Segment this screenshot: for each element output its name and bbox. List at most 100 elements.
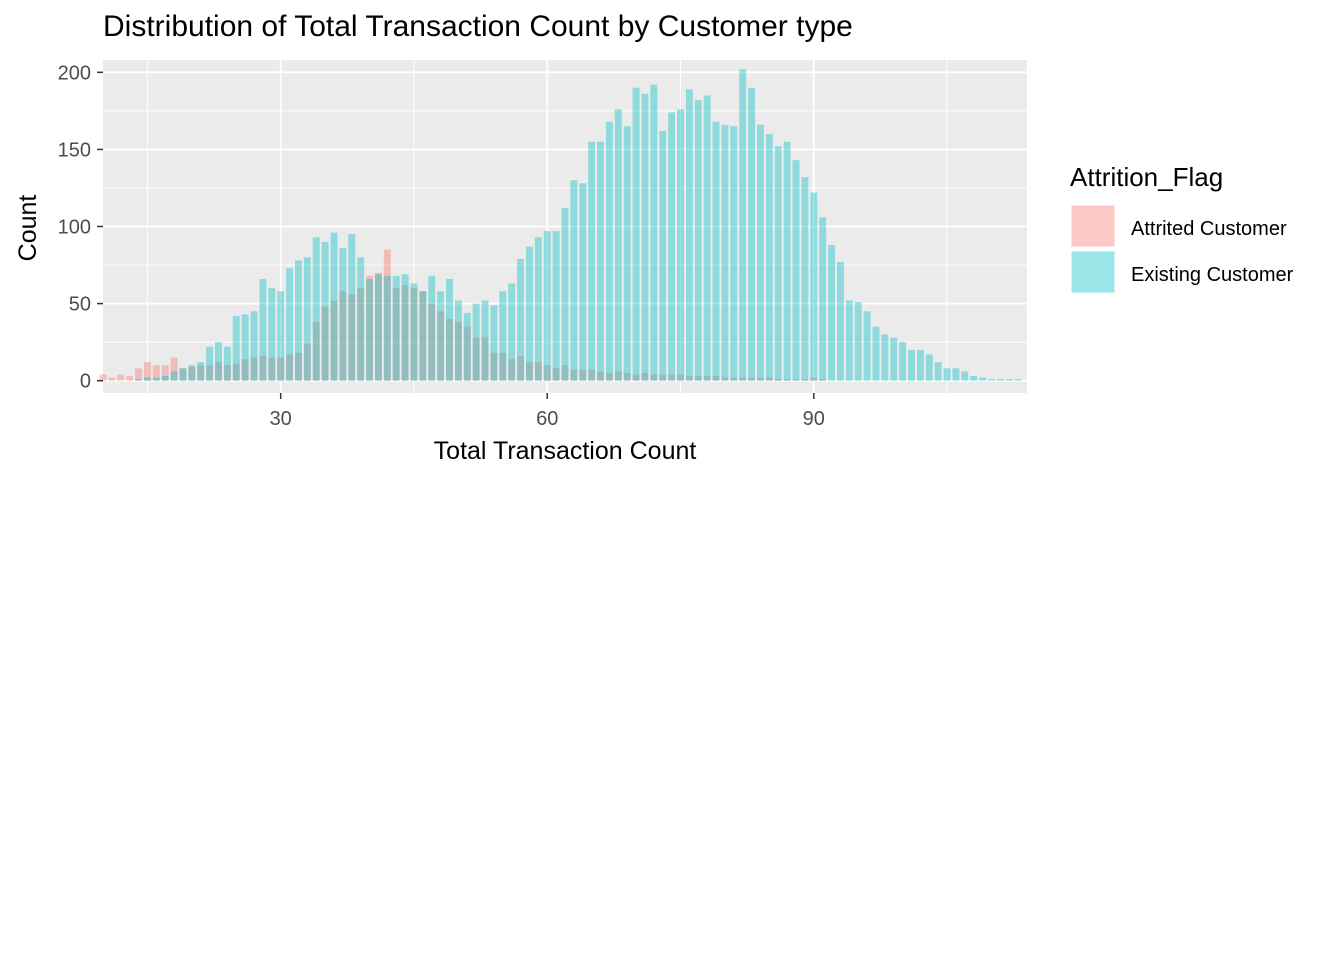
bar-existing	[463, 312, 471, 381]
bar-existing	[685, 89, 693, 381]
bar-attrited	[810, 377, 818, 381]
y-tick-label: 150	[58, 139, 91, 161]
bar-attrited	[801, 379, 809, 381]
bar-attrited	[135, 368, 143, 381]
bar-existing	[605, 121, 613, 381]
bar-existing	[419, 291, 427, 381]
bar-attrited	[765, 377, 773, 381]
bar-attrited	[605, 372, 613, 381]
y-axis-title: Count	[14, 195, 42, 262]
bar-existing	[792, 160, 800, 381]
bar-attrited	[197, 365, 205, 381]
bar-existing	[890, 337, 898, 381]
bar-attrited	[534, 362, 542, 381]
bar-attrited	[490, 352, 498, 381]
bar-existing	[268, 288, 276, 381]
bar-existing	[934, 362, 942, 381]
bar-attrited	[463, 326, 471, 381]
x-tick-label: 90	[803, 408, 825, 430]
bar-attrited	[721, 377, 729, 381]
bar-attrited	[668, 374, 676, 381]
bar-attrited	[525, 362, 533, 381]
bar-existing	[374, 274, 382, 381]
bar-existing	[303, 257, 311, 381]
bar-attrited	[99, 374, 107, 381]
bar-existing	[588, 141, 596, 381]
bar-existing	[614, 109, 622, 381]
bar-existing	[783, 141, 791, 381]
bar-attrited	[774, 379, 782, 381]
bar-existing	[286, 268, 294, 381]
bar-attrited	[374, 272, 382, 381]
bar-attrited	[241, 359, 249, 381]
bar-existing	[188, 365, 196, 381]
bar-existing	[490, 305, 498, 381]
bar-existing	[623, 126, 631, 381]
bar-existing	[925, 354, 933, 381]
bar-existing	[979, 377, 987, 381]
bar-attrited	[419, 291, 427, 381]
y-tick-label: 200	[58, 62, 91, 84]
bar-attrited	[143, 362, 151, 381]
bar-existing	[996, 379, 1004, 381]
bar-existing	[517, 258, 525, 381]
bar-attrited	[215, 362, 222, 381]
bar-existing	[659, 130, 667, 381]
axis-tick-labels: 30 60 90 0 50 100 150 200	[58, 62, 825, 430]
bar-existing	[819, 217, 827, 381]
bar-existing	[952, 368, 960, 381]
bar-existing	[383, 275, 391, 381]
bar-existing	[534, 237, 542, 381]
bar-existing	[392, 275, 400, 381]
bar-attrited	[223, 365, 231, 381]
bar-attrited	[694, 376, 702, 381]
bar-attrited	[232, 363, 240, 381]
bar-attrited	[499, 352, 507, 381]
bar-existing	[872, 326, 880, 381]
bar-existing	[561, 208, 569, 381]
bar-existing	[277, 291, 285, 381]
bar-attrited	[179, 368, 187, 381]
bar-existing	[641, 93, 649, 381]
bar-attrited	[703, 376, 711, 381]
legend-key-existing	[1070, 250, 1116, 294]
bar-attrited	[712, 376, 720, 381]
x-axis-title: Total Transaction Count	[434, 437, 697, 465]
bar-attrited	[641, 372, 649, 381]
bar-existing	[908, 349, 915, 381]
bar-existing	[836, 261, 844, 381]
bar-existing	[970, 376, 978, 381]
bar-existing	[694, 100, 702, 381]
bar-existing	[650, 84, 658, 381]
bar-existing	[472, 303, 480, 381]
bar-existing	[828, 245, 836, 381]
bar-existing	[525, 246, 533, 381]
bar-attrited	[277, 357, 285, 381]
bar-existing	[668, 112, 676, 381]
bar-attrited	[739, 377, 747, 381]
bar-attrited	[366, 275, 374, 381]
bar-existing	[348, 234, 356, 381]
bar-existing	[597, 141, 605, 381]
bar-existing	[454, 300, 462, 381]
bar-attrited	[614, 371, 622, 381]
bar-attrited	[250, 357, 258, 381]
bar-attrited	[677, 374, 684, 381]
bar-existing	[677, 109, 684, 381]
bar-existing	[987, 379, 995, 381]
x-tick-label: 60	[536, 408, 558, 430]
bar-existing	[774, 146, 782, 381]
bar-attrited	[650, 374, 658, 381]
bar-existing	[632, 87, 640, 381]
bar-attrited	[552, 368, 560, 381]
bar-attrited	[561, 365, 569, 381]
bar-existing	[135, 379, 143, 381]
bar-attrited	[588, 369, 596, 381]
bar-attrited	[117, 374, 125, 381]
grid-minor	[103, 60, 1027, 393]
bar-existing	[481, 300, 489, 381]
bar-attrited	[454, 322, 462, 381]
x-tick-label: 30	[270, 408, 292, 430]
bar-existing	[170, 371, 178, 381]
bars-layer	[99, 69, 1022, 381]
